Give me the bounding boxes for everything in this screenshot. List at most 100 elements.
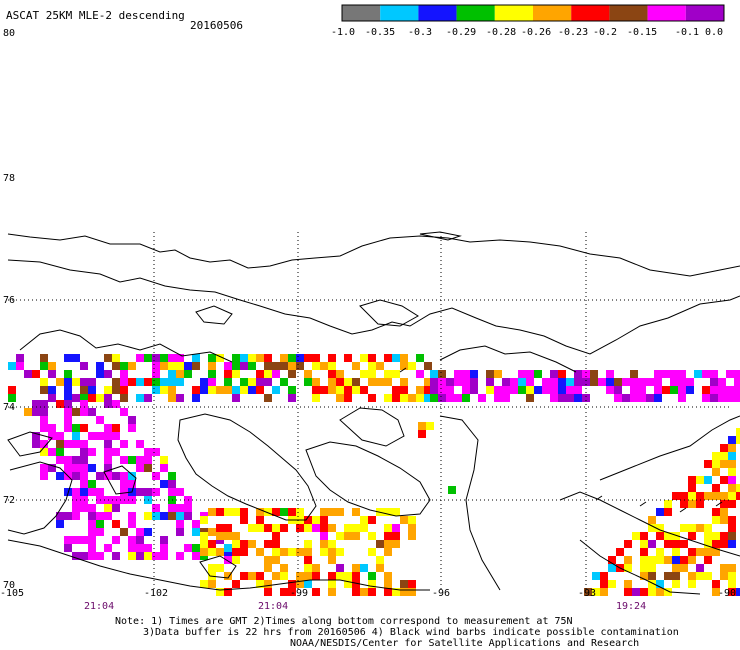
data-cell: [688, 524, 696, 532]
data-cell: [664, 500, 672, 508]
lon-label-102: -102: [144, 588, 169, 599]
data-cell: [256, 548, 264, 556]
data-cell: [320, 524, 328, 532]
data-cell: [454, 370, 462, 378]
data-cell: [216, 532, 224, 540]
data-cell: [462, 378, 470, 386]
data-cell: [582, 370, 590, 378]
data-cell: [152, 488, 160, 496]
data-cell: [710, 370, 718, 378]
data-cell: [32, 370, 40, 378]
data-cell: [232, 386, 240, 394]
data-cell: [40, 424, 48, 432]
data-cell: [280, 524, 288, 532]
data-cell: [88, 378, 96, 386]
data-cell: [438, 394, 446, 402]
data-cell: [678, 370, 686, 378]
data-cell: [232, 540, 240, 548]
data-cell: [80, 424, 88, 432]
data-cell: [470, 386, 478, 394]
data-cell: [726, 394, 734, 402]
data-cell: [574, 386, 582, 394]
data-cell: [112, 432, 120, 440]
data-cell: [704, 476, 712, 484]
data-cell: [664, 532, 672, 540]
data-cell: [88, 386, 96, 394]
data-cell: [192, 394, 200, 402]
data-cell: [320, 540, 328, 548]
data-cell: [648, 580, 656, 588]
data-cell: [470, 378, 478, 386]
data-cell: [80, 552, 88, 560]
lon-label-90: -90: [718, 588, 737, 599]
data-cell: [400, 362, 408, 370]
data-cell: [80, 504, 88, 512]
data-cell: [426, 422, 434, 430]
data-cell: [448, 486, 456, 494]
data-cell: [72, 536, 80, 544]
colorbar-label: -0.2: [593, 27, 618, 38]
data-cell: [704, 524, 712, 532]
data-cell: [296, 524, 304, 532]
data-cell: [216, 564, 224, 572]
data-cell: [216, 524, 224, 532]
data-cell: [726, 370, 734, 378]
data-cell: [648, 524, 656, 532]
data-cell: [632, 588, 640, 596]
data-cell: [112, 536, 120, 544]
data-cell: [704, 460, 712, 468]
data-cell: [96, 520, 104, 528]
data-cell: [614, 394, 622, 402]
data-cell: [112, 424, 120, 432]
data-cell: [392, 386, 400, 394]
data-cell: [600, 588, 608, 596]
data-cell: [176, 528, 184, 536]
data-cell: [510, 378, 518, 386]
data-cell: [272, 362, 280, 370]
data-cell: [702, 394, 710, 402]
data-cell: [264, 580, 272, 588]
data-cell: [72, 432, 80, 440]
data-cell: [728, 500, 736, 508]
data-cell: [128, 544, 136, 552]
data-cell: [360, 386, 368, 394]
data-cell: [80, 488, 88, 496]
data-cell: [624, 540, 632, 548]
data-cell: [672, 492, 680, 500]
data-cell: [144, 464, 152, 472]
data-cell: [328, 378, 336, 386]
data-cell: [408, 580, 416, 588]
data-cell: [672, 532, 680, 540]
data-cell: [418, 422, 426, 430]
data-cell: [392, 540, 400, 548]
data-cell: [48, 370, 56, 378]
colorbar-label: -0.3: [408, 27, 433, 38]
data-cell: [640, 540, 648, 548]
data-cell: [168, 480, 176, 488]
data-cell: [646, 378, 654, 386]
data-cell: [712, 460, 720, 468]
data-cell: [240, 354, 248, 362]
data-cell: [120, 378, 128, 386]
data-cell: [40, 440, 48, 448]
data-cell: [418, 430, 426, 438]
data-cell: [446, 378, 454, 386]
data-cell: [88, 520, 96, 528]
data-cell: [104, 354, 112, 362]
time-label: 21:04: [84, 601, 115, 612]
data-cell: [104, 504, 112, 512]
data-cell: [606, 370, 614, 378]
data-cell: [264, 588, 272, 596]
data-cell: [176, 512, 184, 520]
data-cell: [678, 386, 686, 394]
data-cell: [224, 386, 232, 394]
data-cell: [240, 378, 248, 386]
data-cell: [624, 564, 632, 572]
data-cell: [518, 370, 526, 378]
colorbar-swatch: [342, 5, 381, 21]
data-cell: [304, 354, 312, 362]
data-cell: [240, 540, 248, 548]
data-cell: [32, 440, 40, 448]
data-cell: [640, 548, 648, 556]
data-cell: [128, 552, 136, 560]
